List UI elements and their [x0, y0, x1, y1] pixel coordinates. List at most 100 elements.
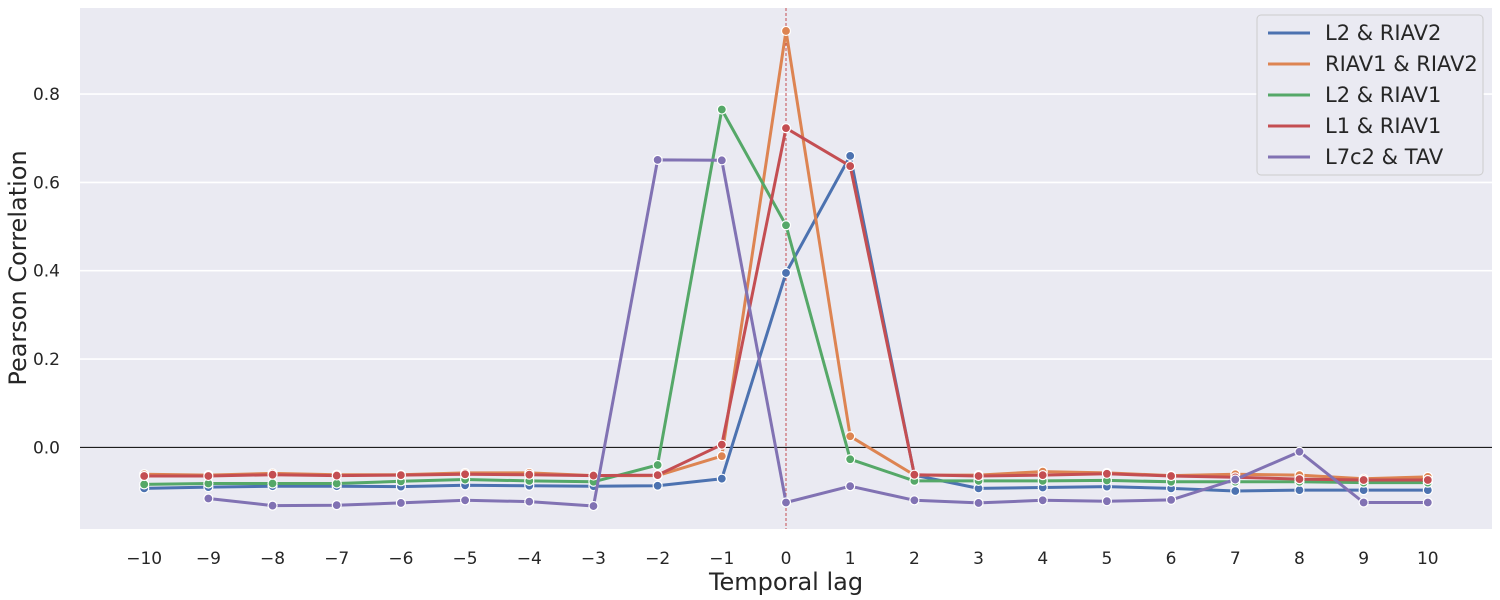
x-tick-labels: −10 −9 −8 −7 −6 −5 −4 −3 −2 −1 0 1 2 3 4 5 6 7 8 9 10 [126, 549, 1438, 569]
data-point [1037, 495, 1048, 506]
data-point [459, 495, 471, 506]
legend-item: L7c2 & TAV [1268, 145, 1444, 169]
x-tick-label: 4 [1037, 549, 1048, 569]
y-axis-title: Pearson Correlation [4, 150, 32, 385]
data-point [909, 469, 920, 480]
data-point [780, 25, 792, 37]
x-tick-label: 1 [845, 549, 856, 569]
data-point [203, 493, 214, 504]
data-point [267, 469, 278, 480]
x-tick-label: −5 [453, 549, 478, 569]
y-tick-label: 0.6 [33, 173, 60, 193]
x-tick-label: 9 [1358, 549, 1369, 569]
x-tick-label: 2 [909, 549, 920, 569]
data-point [331, 500, 342, 511]
data-point [716, 104, 727, 115]
data-point [652, 470, 663, 481]
data-point [139, 470, 150, 482]
legend-label: RIAV1 & RIAV2 [1325, 52, 1478, 76]
data-point [1422, 474, 1433, 486]
x-tick-label: −9 [196, 549, 221, 569]
data-point [845, 431, 856, 442]
data-point [716, 155, 727, 166]
data-point [1037, 470, 1048, 481]
data-point [588, 470, 599, 481]
x-tick-label: −8 [260, 549, 285, 569]
data-point [652, 480, 663, 491]
data-point [780, 122, 792, 134]
x-tick-label: 8 [1294, 549, 1305, 569]
data-point [1101, 496, 1113, 507]
series-4 [203, 154, 1433, 512]
legend-item: L2 & RIAV2 [1268, 21, 1441, 45]
data-point [459, 469, 471, 480]
x-axis-title: Temporal lag [708, 568, 863, 596]
legend-item: L1 & RIAV1 [1268, 114, 1441, 138]
y-tick-label: 0.2 [33, 350, 60, 370]
x-tick-label: −10 [126, 549, 162, 569]
data-point [780, 497, 792, 508]
data-point [845, 481, 856, 492]
data-point [716, 451, 727, 462]
data-point [1165, 494, 1177, 505]
legend-label: L1 & RIAV1 [1325, 114, 1441, 138]
data-point [1230, 474, 1241, 485]
x-tick-label: 3 [973, 549, 984, 569]
data-point [1294, 485, 1305, 496]
data-point [1422, 497, 1433, 508]
x-tick-label: 0 [781, 549, 792, 569]
data-point [716, 473, 727, 484]
data-point [524, 496, 535, 507]
data-point [652, 154, 663, 165]
x-tick-label: 5 [1101, 549, 1112, 569]
legend-label: L7c2 & TAV [1325, 145, 1444, 169]
data-point [909, 495, 920, 506]
data-point [1165, 470, 1177, 482]
legend: L2 & RIAV2 RIAV1 & RIAV2 L2 & RIAV1 L1 & RI… [1256, 14, 1484, 176]
data-point [973, 497, 984, 509]
data-point [716, 439, 727, 450]
data-point [1294, 446, 1305, 457]
data-point [1230, 485, 1241, 497]
y-tick-label: 0.8 [33, 85, 60, 105]
x-tick-label: −4 [517, 549, 542, 569]
data-point [1358, 497, 1369, 508]
data-point [395, 497, 407, 509]
series-line [208, 158, 1428, 508]
data-point [331, 470, 342, 481]
data-point [524, 469, 535, 480]
legend-box [1256, 14, 1484, 176]
data-point [588, 500, 599, 512]
data-point [780, 267, 792, 279]
data-point [267, 478, 278, 489]
series-layer [139, 25, 1433, 512]
data-point [845, 454, 856, 465]
data-point [1101, 468, 1113, 479]
data-point [973, 470, 984, 482]
legend-item: RIAV1 & RIAV2 [1268, 52, 1478, 76]
legend-item: L2 & RIAV1 [1268, 83, 1441, 107]
data-point [267, 500, 278, 511]
x-tick-label: 10 [1417, 549, 1439, 569]
y-tick-label: 0.4 [33, 262, 60, 282]
x-tick-label: 6 [1166, 549, 1177, 569]
data-point [780, 220, 792, 231]
data-point [203, 470, 214, 482]
data-point [845, 150, 856, 162]
data-point [1358, 474, 1369, 486]
legend-label: L2 & RIAV1 [1325, 83, 1441, 107]
data-point [139, 479, 150, 490]
data-point [845, 160, 856, 172]
x-tick-label: −6 [388, 549, 413, 569]
x-tick-label: −1 [709, 549, 734, 569]
data-point [395, 470, 407, 481]
x-tick-label: −3 [581, 549, 606, 569]
y-tick-label: 0.0 [33, 438, 60, 458]
x-tick-label: −2 [645, 549, 670, 569]
x-tick-label: 7 [1230, 549, 1241, 569]
y-tick-labels: 0.0 0.2 0.4 0.6 0.8 [33, 85, 60, 458]
legend-label: L2 & RIAV2 [1325, 21, 1441, 45]
data-point [652, 459, 663, 471]
